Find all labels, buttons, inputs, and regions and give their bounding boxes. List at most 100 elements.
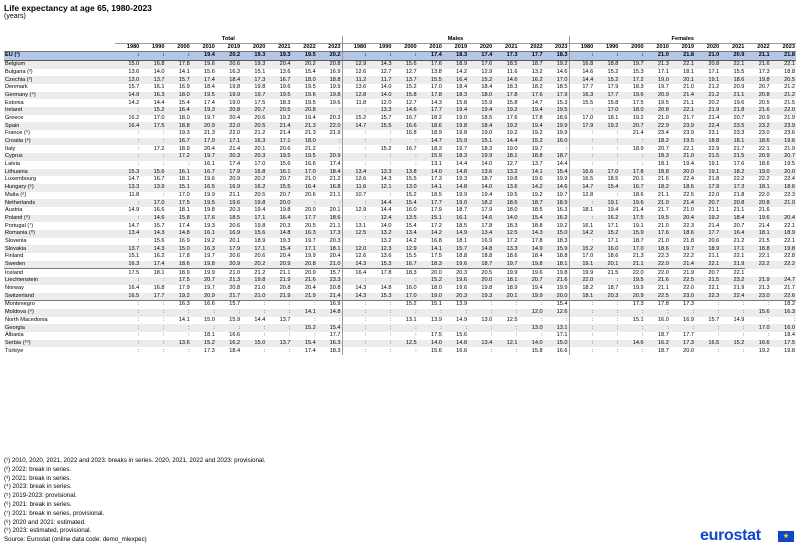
value-cell: 15.2 [417,277,443,285]
value-cell: 12.7 [405,99,417,106]
value-cell: : [288,347,291,354]
table-body: EU (¹):::19.4 20.2 19.3 19.3 19.5 20.2:::17.4… [4,51,796,355]
value-cell: : [442,324,469,332]
value-cell: 21.0 [644,51,670,61]
value-cell: 19.8 [190,260,216,269]
value-cell: : [137,332,140,339]
value-cell: 18.2 [644,183,670,192]
value-cell: 18.1 [745,230,771,238]
value-cell: 15.7 [128,84,140,91]
value-cell: 20.7 [657,145,669,152]
value-cell: 14.0 [481,161,493,168]
footnote: (⁸) 2020 and 2021: estimated. [4,518,86,526]
value-cell: 13.2 [531,68,543,75]
value-cell: 20.0 [304,207,316,214]
value-cell: 16.4 [291,183,317,192]
value-cell: : [594,300,620,309]
value-cell: 23.2 [720,277,746,285]
country-name: Liechtenstein [4,277,116,285]
value-cell: 18.3 [430,145,442,152]
value-cell: 19.5 [619,277,645,285]
value-cell: 18.7 [607,285,619,292]
value-cell: 17.3 [720,183,746,192]
value-cell: 19.3 [178,130,190,137]
table-row: Slovenia: 15.6 16.9 19.2 20.1 18.9 19.3 19.7 20.… [4,237,796,246]
value-cell: 20.3 [442,268,469,278]
value-cell: 19.0 [481,130,493,137]
value-cell: 22.1 [720,60,746,69]
value-cell: 14.1 [178,68,190,75]
value-cell: 14.9 [115,91,141,100]
value-cell: 14.0 [153,68,165,75]
value-cell: 16.8 [140,60,166,69]
value-cell: 14.8 [380,285,392,292]
value-cell: 19.4 [442,107,469,115]
value-cell: 17.3 [493,51,519,61]
value-cell: 19.7 [619,60,645,69]
value-cell: 17.9 [215,245,242,254]
value-cell: 15.3 [367,260,393,269]
value-cell: 14.8 [442,339,469,348]
value-cell: : [341,107,368,115]
value-cell: 18.2 [430,114,442,121]
value-cell: 20.6 [279,145,291,152]
value-cell: 18.1 [140,268,166,278]
value-cell: 21.0 [770,199,796,207]
value-cell: 13.3 [493,245,519,254]
value-cell: 21.3 [215,277,242,285]
value-cell: 17.0 [140,199,166,207]
value-cell: 19.5 [657,99,669,106]
value-cell: 17.5 [115,268,141,278]
value-cell: 23.0 [745,292,771,301]
value-cell: 17.1 [708,68,720,75]
value-cell: 17.7 [594,91,620,100]
value-cell: 12.6 [341,68,368,77]
value-cell: 18.3 [279,99,291,106]
value-cell: 14.7 [417,137,443,146]
value-cell: 17.5 [430,332,442,339]
value-cell: 21.7 [784,285,795,292]
value-cell: 13.4 [468,230,494,238]
value-cell: 21.6 [644,277,670,285]
value-cell: 12.3 [367,245,393,254]
value-cell: 14.8 [442,183,469,192]
value-cell: 22.1 [720,268,746,278]
value-cell: 21.2 [708,84,720,91]
value-cell: 16.8 [405,130,417,137]
country-name: Greece [5,114,24,121]
value-cell: 12.8 [568,191,595,200]
value-cell: 18.8 [745,245,771,254]
value-cell: 15.7 [165,76,191,84]
value-cell: : [568,347,595,355]
value-cell: 18.0 [165,91,191,100]
value-cell: 19.7 [304,237,316,244]
value-cell: : [162,316,165,323]
value-cell: : [162,130,165,137]
value-cell: 11.6 [341,183,368,192]
value-cell: 18.3 [392,268,418,278]
value-cell: 19.5 [644,214,670,223]
value-cell: 23.9 [770,122,796,131]
value-cell: 20.5 [770,76,796,84]
value-cell: 17.1 [241,214,267,223]
value-cell: 13.2 [493,168,519,177]
value-cell: 18.5 [481,114,493,121]
value-cell: 22.0 [619,268,645,278]
value-cell: 15.2 [341,114,368,123]
value-cell: 14.7 [568,183,595,192]
value-cell: 12.7 [405,68,417,75]
year-header: 2019 [215,43,242,53]
value-cell: 19.1 [695,76,721,84]
value-cell: 12.8 [341,91,368,100]
value-cell: 21.0 [304,176,316,183]
value-cell: : [389,130,392,137]
value-cell: 17.9 [607,84,619,91]
value-cell: 14.4 [568,76,595,84]
country-name: Austria [5,207,23,214]
value-cell: 21.8 [720,107,746,115]
value-cell: 15.1 [417,300,443,309]
country-name: EU (¹) [4,51,116,61]
value-cell: 13.1 [341,222,368,230]
value-cell: 22.0 [683,285,695,292]
value-cell: : [669,308,696,317]
